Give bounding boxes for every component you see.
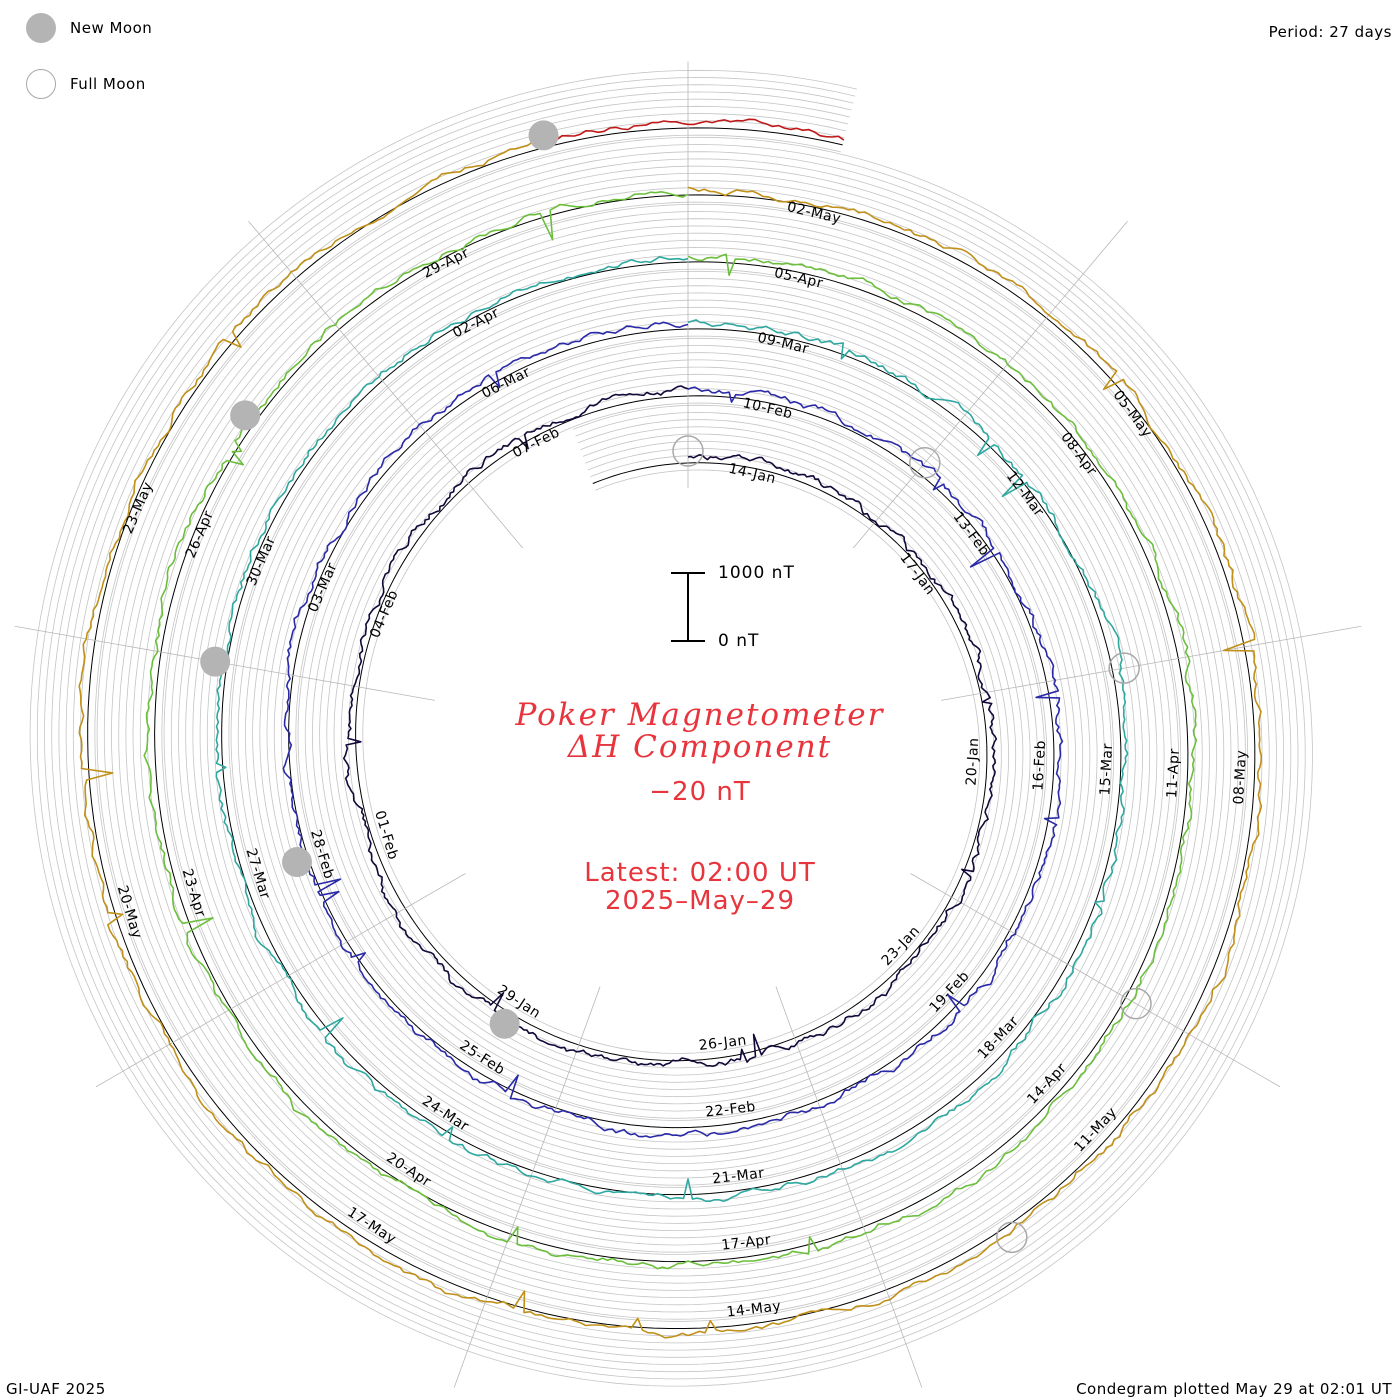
chart-title: Poker Magnetometer bbox=[515, 697, 885, 733]
date-label: 20-Jan bbox=[964, 737, 983, 786]
chart-subtitle: ΔH Component bbox=[567, 729, 833, 765]
date-label: 14-May bbox=[726, 1298, 782, 1320]
full-moon-marker bbox=[672, 435, 704, 467]
date-label: 15-Mar bbox=[1097, 743, 1116, 796]
grid-spiral bbox=[94, 134, 1248, 1322]
date-label: 26-Jan bbox=[698, 1032, 748, 1054]
day-spoke bbox=[910, 873, 1281, 1088]
day-spoke bbox=[95, 873, 466, 1088]
full-moon-icon bbox=[26, 69, 56, 99]
date-label: 11-Apr bbox=[1164, 748, 1183, 799]
date-label: 19-Feb bbox=[926, 968, 972, 1016]
footer-credit: GI-UAF 2025 bbox=[6, 1380, 106, 1398]
date-label: 17-Apr bbox=[721, 1232, 772, 1254]
legend-new-moon-label: New Moon bbox=[70, 19, 153, 37]
baseline-spiral bbox=[87, 127, 1256, 1329]
new-moon-marker bbox=[230, 400, 261, 431]
date-label: 23-May bbox=[120, 480, 156, 537]
latest-date: 2025–May–29 bbox=[604, 886, 795, 916]
baseline-label: −20 nT bbox=[649, 777, 751, 807]
date-label: 02-May bbox=[786, 199, 843, 227]
latest-time: Latest: 02:00 UT bbox=[584, 858, 816, 888]
data-traces bbox=[78, 118, 1263, 1339]
legend-full-moon-label: Full Moon bbox=[70, 75, 146, 93]
grid-spiral bbox=[51, 91, 1292, 1365]
day-spoke bbox=[248, 220, 524, 549]
day-spoke bbox=[941, 625, 1362, 701]
trace-2025-04-04 bbox=[143, 191, 1198, 1270]
grid-spiral bbox=[58, 98, 1284, 1358]
grid-spiral bbox=[72, 113, 1270, 1344]
moon-markers bbox=[200, 120, 1152, 1254]
trace-2025-01-13 bbox=[343, 385, 998, 1067]
day-spoke bbox=[852, 220, 1128, 549]
date-label: 11-May bbox=[1071, 1104, 1120, 1155]
trace-2025-02-09 bbox=[282, 321, 1064, 1139]
date-label: 29-Apr bbox=[420, 245, 472, 282]
full-moon-marker bbox=[1120, 987, 1152, 1020]
date-label: 01-Feb bbox=[371, 809, 401, 862]
full-moon-marker bbox=[909, 447, 941, 479]
scale-top-label: 1000 nT bbox=[718, 563, 795, 583]
new-moon-marker bbox=[528, 120, 559, 151]
date-label: 14-Apr bbox=[1024, 1060, 1070, 1107]
grid-spiral bbox=[36, 77, 1306, 1380]
date-label: 21-Mar bbox=[712, 1165, 766, 1187]
date-label: 05-May bbox=[1110, 387, 1156, 441]
date-label: 25-Feb bbox=[457, 1037, 508, 1078]
full-moon-marker bbox=[1108, 652, 1140, 684]
date-label: 08-May bbox=[1231, 749, 1250, 805]
period-label: Period: 27 days bbox=[1268, 23, 1392, 41]
date-label: 30-Mar bbox=[244, 534, 279, 588]
date-label: 23-Jan bbox=[879, 923, 924, 969]
trace-2025-03-08 bbox=[215, 256, 1129, 1203]
scale-bottom-label: 0 nT bbox=[718, 631, 760, 651]
trace-2025-05-01 bbox=[78, 136, 1263, 1339]
footer-plotted-time: Condegram plotted May 29 at 02:01 UT bbox=[1076, 1380, 1392, 1398]
scale-bar bbox=[671, 572, 705, 642]
new-moon-marker bbox=[489, 1008, 520, 1039]
date-label: 03-Mar bbox=[305, 560, 340, 614]
new-moon-marker bbox=[281, 847, 312, 878]
legend-new-moon: New Moon bbox=[26, 13, 152, 43]
grid-spiral bbox=[65, 105, 1277, 1351]
grid-spiral bbox=[29, 69, 1313, 1387]
trace-2025-05-27 bbox=[544, 118, 845, 143]
date-label: 04-Feb bbox=[367, 588, 402, 641]
day-spoke bbox=[775, 986, 923, 1388]
new-moon-icon bbox=[26, 13, 56, 43]
new-moon-marker bbox=[200, 646, 231, 677]
grid-spiral bbox=[44, 84, 1299, 1373]
date-label: 16-Feb bbox=[1030, 740, 1049, 791]
spiral-grid bbox=[29, 69, 1313, 1387]
day-spoke bbox=[453, 986, 601, 1388]
date-label: 22-Feb bbox=[705, 1099, 757, 1121]
full-moon-marker bbox=[996, 1221, 1028, 1254]
date-label: 20-May bbox=[114, 884, 145, 941]
legend-full-moon: Full Moon bbox=[26, 69, 146, 99]
